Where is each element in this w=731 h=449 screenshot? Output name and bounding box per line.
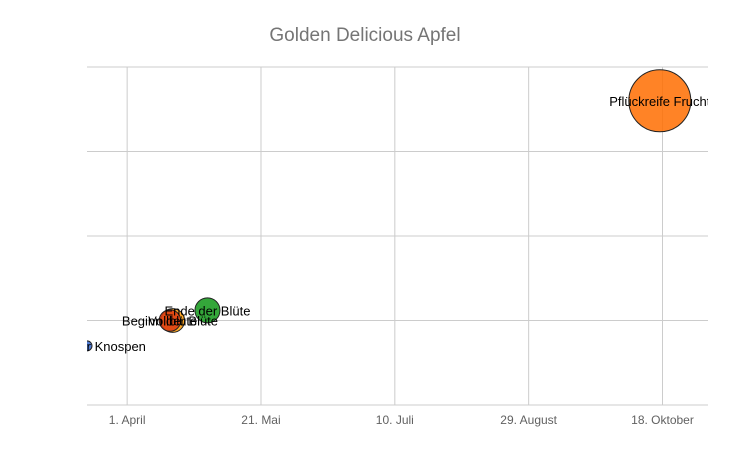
bubble-label: Vollblüte xyxy=(148,314,197,329)
x-tick-label: 29. August xyxy=(500,413,557,427)
bubble-label: Beginn der Knospen xyxy=(28,339,146,354)
bubble-label: Beginn der Blüte xyxy=(122,314,218,329)
chart-title: Golden Delicious Apfel xyxy=(269,25,460,46)
x-tick-label: 1. April xyxy=(109,413,146,427)
x-axis-tick-labels: 1. April 21. Mai 10. Juli 29. August 18. Okt… xyxy=(109,413,694,427)
bubble xyxy=(158,309,182,332)
gridlines xyxy=(87,66,708,406)
bubble xyxy=(194,297,221,324)
bubble xyxy=(87,340,93,352)
bubble xyxy=(628,69,692,133)
bubble-label: Ende der Blüte xyxy=(164,303,250,318)
bubble-label: Pflückreife Frucht xyxy=(609,94,711,109)
x-tick-label: 18. Oktober xyxy=(631,413,694,427)
x-tick-label: 10. Juli xyxy=(376,413,414,427)
bubbles: Beginn der Knospen Beginn der BlüteVollbl… xyxy=(28,69,711,354)
x-tick-label: 21. Mai xyxy=(241,413,280,427)
